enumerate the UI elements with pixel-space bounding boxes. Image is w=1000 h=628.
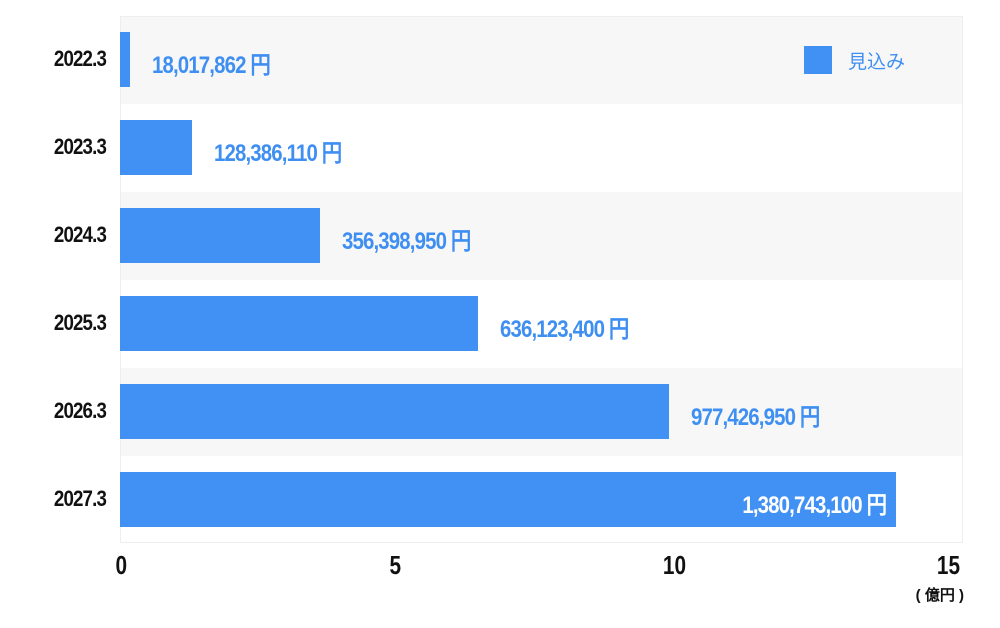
value-label: 128,386,110 円 xyxy=(214,140,342,167)
bar xyxy=(120,32,131,87)
legend-swatch xyxy=(804,46,832,74)
legend-label: 見込み xyxy=(848,51,906,73)
x-tick-label: 15 xyxy=(936,550,961,580)
x-tick-label: 5 xyxy=(389,550,402,580)
value-label: 356,398,950 円 xyxy=(342,228,471,255)
value-label: 636,123,400 円 xyxy=(499,316,629,343)
y-tick-label: 2022.3 xyxy=(53,46,107,71)
value-label: 977,426,950 円 xyxy=(691,404,820,431)
y-tick-label: 2024.3 xyxy=(53,222,107,247)
value-label: 1,380,743,100 円 xyxy=(742,492,887,519)
bar xyxy=(120,208,321,263)
x-axis-unit: ( 億円 ) xyxy=(915,587,964,604)
plot-frame xyxy=(120,16,963,543)
y-tick-label: 2023.3 xyxy=(53,134,107,159)
bar xyxy=(120,120,193,175)
x-tick-label: 0 xyxy=(115,550,128,580)
bar xyxy=(120,472,896,527)
bar xyxy=(120,296,478,351)
bar xyxy=(120,384,670,439)
legend: 見込み xyxy=(804,46,905,74)
x-tick-label: 10 xyxy=(662,550,687,580)
y-tick-label: 2025.3 xyxy=(53,310,107,335)
y-tick-label: 2027.3 xyxy=(53,486,107,511)
value-label: 18,017,862 円 xyxy=(152,52,271,79)
y-tick-label: 2026.3 xyxy=(53,398,107,423)
